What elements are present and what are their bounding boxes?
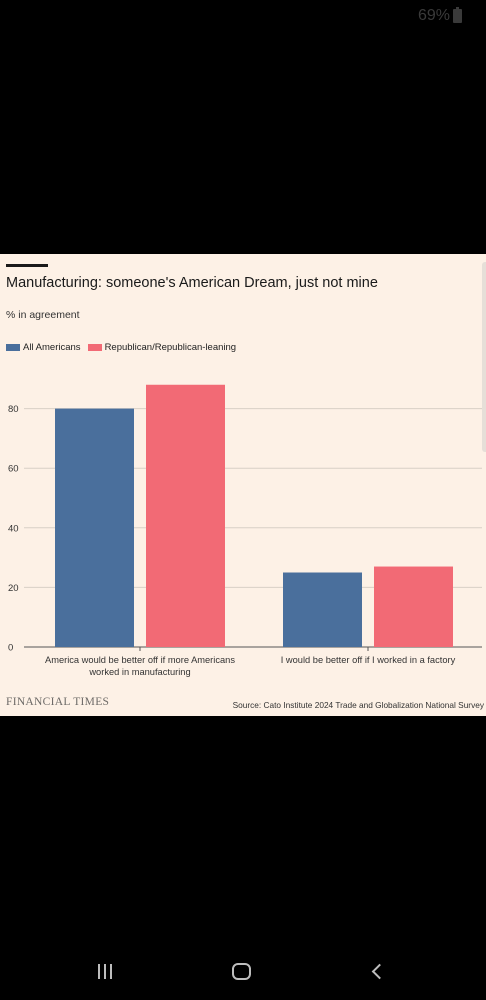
bar-republican-1 — [146, 384, 225, 647]
recents-icon — [98, 963, 112, 979]
x-tick-label: I would be better off if I worked in a f… — [281, 655, 456, 665]
edge-panel-handle[interactable] — [482, 262, 486, 452]
y-tick-label: 60 — [8, 464, 19, 475]
home-icon — [231, 962, 251, 980]
y-tick-label: 40 — [8, 523, 19, 534]
bar-all-americans-2 — [283, 572, 362, 647]
chart-title: Manufacturing: someone's American Dream,… — [6, 275, 378, 291]
home-button[interactable] — [221, 958, 261, 984]
chart-legend: All Americans Republican/Republican-lean… — [6, 342, 243, 353]
bar-republican-2 — [374, 566, 453, 647]
battery-icon — [453, 7, 462, 23]
navigation-bar — [0, 940, 486, 1000]
legend-swatch-all-americans — [6, 344, 20, 351]
legend-item-all-americans: All Americans — [6, 342, 81, 353]
status-bar: 69% — [0, 0, 486, 32]
bar-all-americans-1 — [55, 408, 134, 647]
legend-item-republican: Republican/Republican-leaning — [87, 342, 237, 353]
back-button[interactable] — [357, 958, 397, 984]
y-tick-label: 0 — [8, 643, 13, 654]
title-rule — [6, 264, 48, 267]
legend-label-all-americans: All Americans — [23, 342, 81, 353]
y-tick-label: 80 — [8, 404, 19, 415]
y-tick-label: 20 — [8, 583, 19, 594]
ft-logo: FINANCIAL TIMES — [6, 696, 110, 708]
x-tick-label: worked in manufacturing — [88, 667, 190, 677]
chart-source: Source: Cato Institute 2024 Trade and Gl… — [232, 700, 484, 710]
chart-card: Manufacturing: someone's American Dream,… — [0, 254, 486, 716]
bar-chart: 0 20 40 60 80 America would be better off if … — [8, 384, 482, 677]
x-tick-label: America would be better off if more Amer… — [45, 655, 235, 665]
back-icon — [371, 963, 388, 979]
chart-subtitle: % in agreement — [6, 309, 80, 321]
legend-label-republican: Republican/Republican-leaning — [104, 342, 237, 353]
legend-swatch-republican — [87, 344, 102, 351]
battery-percent: 69% — [417, 7, 450, 24]
recents-button[interactable] — [85, 958, 125, 984]
